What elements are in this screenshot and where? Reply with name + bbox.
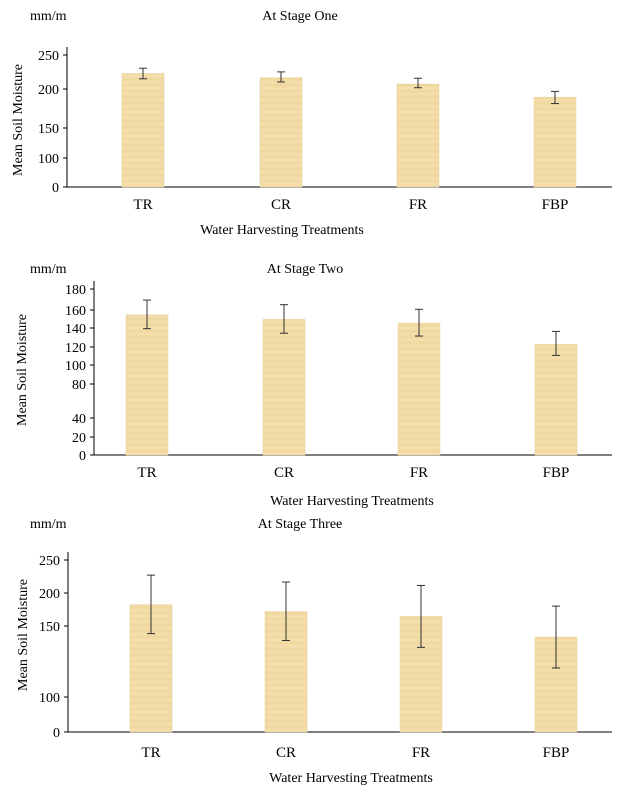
y-tick-label: 80 bbox=[72, 378, 86, 393]
y-tick-label: 40 bbox=[72, 412, 86, 427]
y-tick-label: 200 bbox=[38, 83, 59, 98]
bar bbox=[262, 319, 306, 456]
bar bbox=[397, 322, 441, 456]
y-tick-label: 140 bbox=[65, 322, 86, 337]
category-label: CR bbox=[271, 197, 291, 213]
unit-label: mm/m bbox=[30, 517, 67, 532]
y-tick-label: 150 bbox=[39, 620, 60, 635]
y-axis-label: Mean Soil Moisture bbox=[16, 579, 31, 691]
y-axis-label: Mean Soil Moisture bbox=[11, 64, 26, 176]
category-label: FBP bbox=[543, 745, 570, 761]
category-label: FR bbox=[409, 197, 427, 213]
chart-title: At Stage One bbox=[262, 9, 337, 24]
y-tick-label: 180 bbox=[65, 283, 86, 298]
bar bbox=[125, 314, 169, 456]
y-tick-label: 0 bbox=[79, 449, 86, 464]
category-label: FR bbox=[410, 465, 428, 481]
y-tick-label: 250 bbox=[38, 49, 59, 64]
x-axis-label: Water Harvesting Treatments bbox=[270, 494, 434, 509]
bar bbox=[534, 344, 578, 456]
category-label: TR bbox=[137, 465, 156, 481]
y-tick-label: 120 bbox=[65, 341, 86, 356]
y-tick-label: 160 bbox=[65, 304, 86, 319]
category-label: CR bbox=[274, 465, 294, 481]
bar bbox=[533, 96, 577, 188]
y-tick-label: 100 bbox=[38, 152, 59, 167]
category-label: TR bbox=[141, 745, 160, 761]
unit-label: mm/m bbox=[30, 9, 67, 24]
x-axis-label: Water Harvesting Treatments bbox=[200, 223, 364, 238]
category-label: FBP bbox=[542, 197, 569, 213]
category-label: FBP bbox=[543, 465, 570, 481]
category-label: FR bbox=[412, 745, 430, 761]
y-tick-label: 250 bbox=[39, 554, 60, 569]
x-axis-label: Water Harvesting Treatments bbox=[269, 771, 433, 786]
y-tick-label: 200 bbox=[39, 587, 60, 602]
unit-label: mm/m bbox=[30, 262, 67, 277]
y-axis-label: Mean Soil Moisture bbox=[15, 314, 30, 426]
y-tick-label: 100 bbox=[39, 691, 60, 706]
y-tick-label: 150 bbox=[38, 122, 59, 137]
chart-title: At Stage Two bbox=[267, 262, 344, 277]
y-tick-label: 0 bbox=[53, 726, 60, 741]
bar bbox=[121, 73, 165, 188]
y-tick-label: 0 bbox=[52, 181, 59, 196]
chart-title: At Stage Three bbox=[258, 517, 343, 532]
bar bbox=[259, 77, 303, 188]
category-label: TR bbox=[133, 197, 152, 213]
y-tick-label: 100 bbox=[65, 359, 86, 374]
bar bbox=[396, 83, 440, 188]
category-label: CR bbox=[276, 745, 296, 761]
y-tick-label: 20 bbox=[72, 431, 86, 446]
